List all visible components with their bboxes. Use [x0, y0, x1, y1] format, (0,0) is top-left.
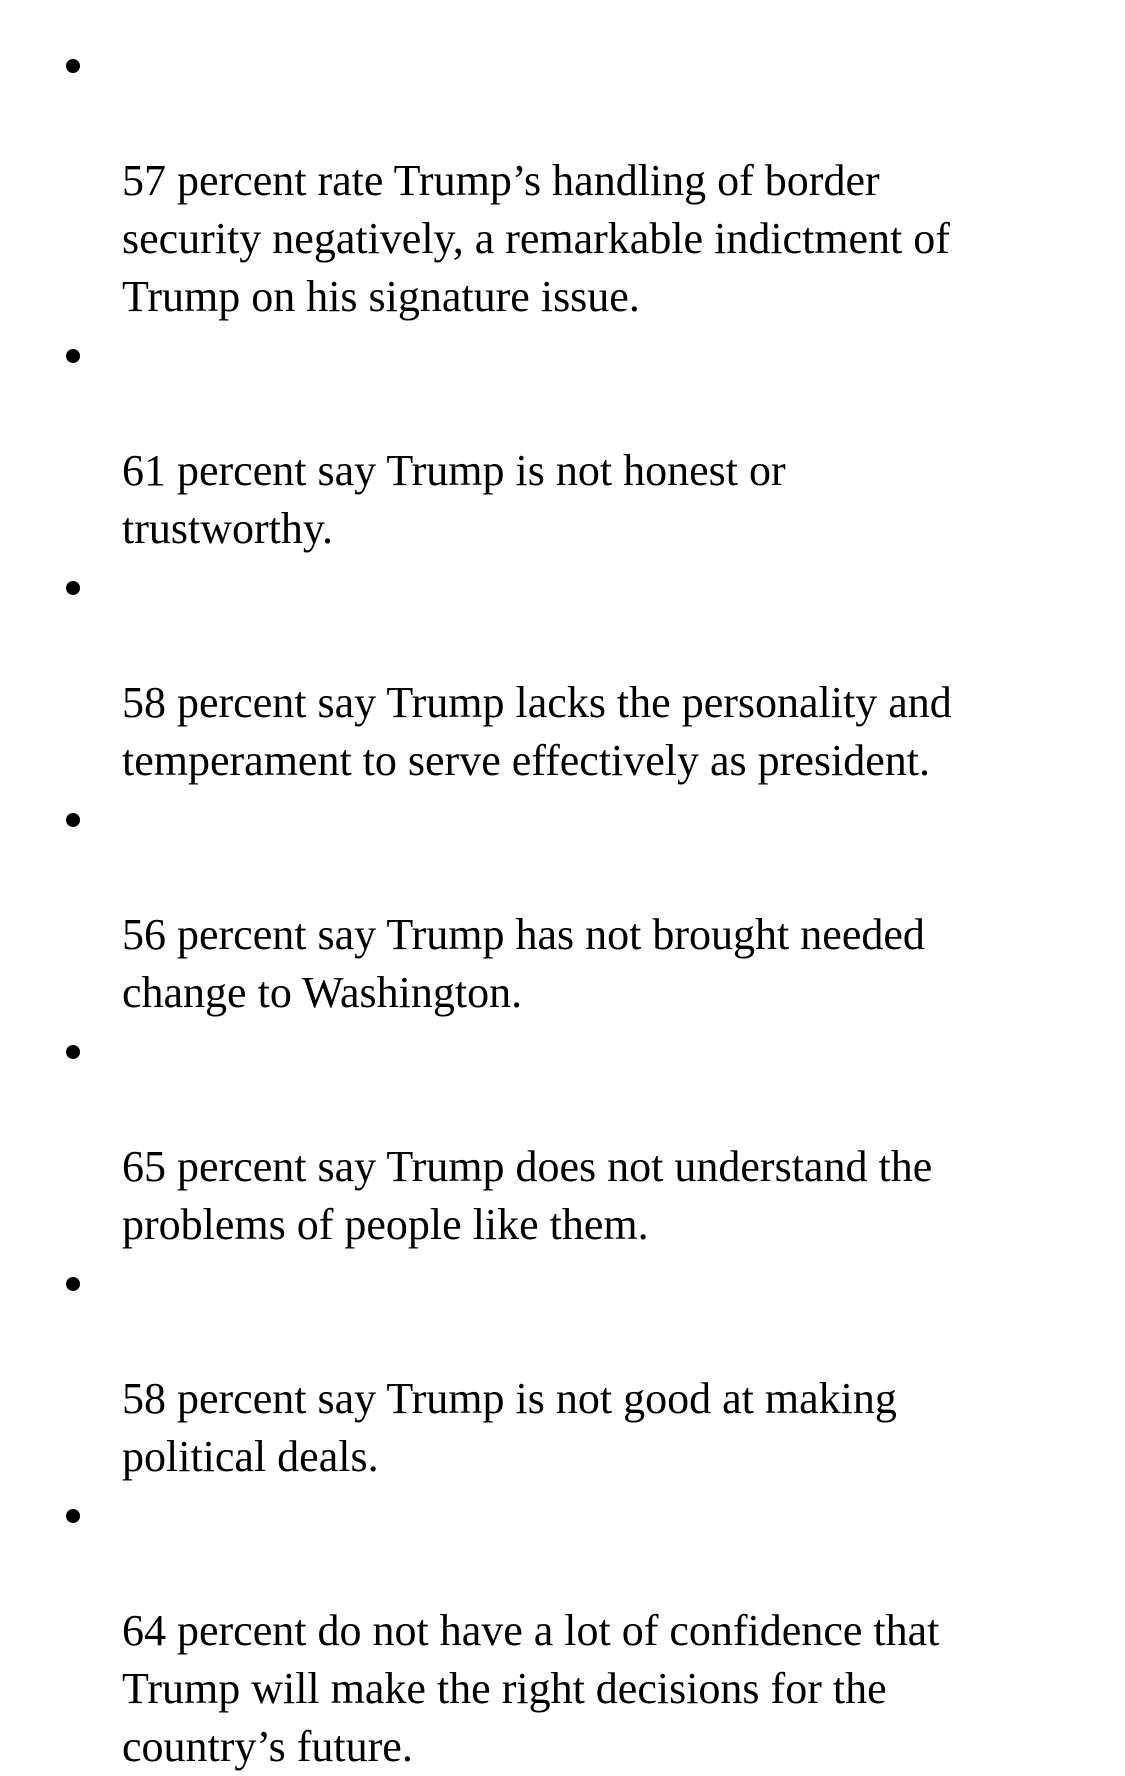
- bullet-icon: [66, 1509, 80, 1523]
- list-item: 65 percent say Trump does not understand…: [0, 1022, 1125, 1254]
- list-item-text: 64 percent do not have a lot of confiden…: [122, 1606, 940, 1771]
- list-item: 64 percent do not have a lot of confiden…: [0, 1486, 1125, 1776]
- bullet-icon: [66, 813, 80, 827]
- bullet-icon: [66, 1045, 80, 1059]
- list-item: 58 percent say Trump lacks the personali…: [0, 558, 1125, 790]
- bullet-icon: [66, 1277, 80, 1291]
- list-item-text: 57 percent rate Trump’s handling of bord…: [122, 156, 950, 321]
- list-item-text: 58 percent say Trump is not good at maki…: [122, 1374, 897, 1481]
- bullet-list: 57 percent rate Trump’s handling of bord…: [0, 36, 1125, 1776]
- bullet-icon: [66, 349, 80, 363]
- bullet-icon: [66, 581, 80, 595]
- bullet-icon: [66, 59, 80, 73]
- list-item-text: 61 percent say Trump is not honest or tr…: [122, 446, 786, 553]
- list-item: 61 percent say Trump is not honest or tr…: [0, 326, 1125, 558]
- list-item-text: 58 percent say Trump lacks the personali…: [122, 678, 952, 785]
- list-item: 56 percent say Trump has not brought nee…: [0, 790, 1125, 1022]
- document-page: 57 percent rate Trump’s handling of bord…: [66, 59, 952, 1771]
- list-item: 58 percent say Trump is not good at maki…: [0, 1254, 1125, 1486]
- list-item-text: 56 percent say Trump has not brought nee…: [122, 910, 925, 1017]
- list-item-text: 65 percent say Trump does not understand…: [122, 1142, 933, 1249]
- list-item: 57 percent rate Trump’s handling of bord…: [0, 36, 1125, 326]
